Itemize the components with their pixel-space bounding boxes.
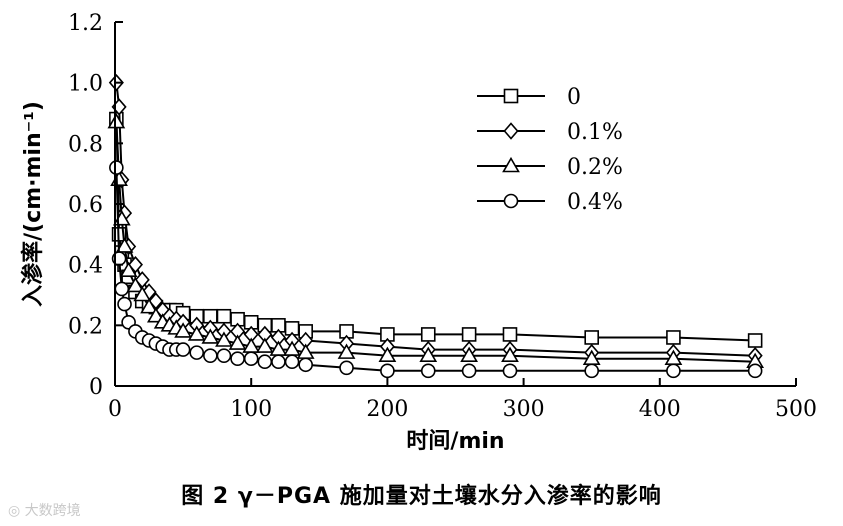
data-point [215,331,233,347]
data-point [284,354,300,370]
data-point [201,328,220,344]
data-point [420,363,436,379]
data-point [257,354,273,370]
legend-marker [503,122,519,140]
legend-marker [502,156,520,173]
data-point [461,363,477,379]
x-tick-label: 500 [775,397,817,422]
data-point [146,307,165,323]
legend-entry: 0 [477,85,581,110]
data-point [298,357,313,373]
data-point [502,363,518,379]
data-point [380,363,395,379]
legend-label: 0.4% [567,190,623,215]
x-tick-label: 400 [639,397,681,422]
data-point [420,327,436,342]
data-point [203,348,218,363]
data-point [133,285,152,302]
legend-marker [503,88,519,104]
axes: 0 0.2 0.4 0.6 0.8 1.0 1.2 0 100 200 300 400 500 时间/mi… [20,11,817,454]
data-point [107,112,126,129]
data-point [115,237,134,253]
y-tick-label: 0.6 [68,193,103,218]
y-tick-label: 0.4 [68,254,103,279]
data-point [126,276,145,293]
x-axis-title: 时间/min [406,429,504,454]
data-point [187,325,206,341]
data-point [502,327,518,342]
legend-entry: 0.2% [477,155,623,180]
figure-caption: 图 2 γ－PGA 施加量对土壤水分入渗率的影响 [181,484,662,509]
data-point [243,351,259,367]
data-point [228,334,247,350]
y-tick-label: 0.2 [68,314,103,339]
x-tick-label: 300 [503,397,545,422]
data-point [117,296,132,312]
series-1 [109,111,763,348]
legend-entry: 0.1% [477,120,623,145]
data-point [378,346,397,362]
data-point [419,346,438,362]
data-point [230,351,245,367]
data-point [174,322,192,338]
series-4 [109,160,763,379]
data-point [216,308,232,324]
legend-label: 0 [567,85,581,110]
legend-entry: 0.4% [477,190,623,215]
x-tick-label: 200 [366,397,408,422]
data-point [460,346,479,362]
legend-label: 0.1% [567,120,623,145]
data-point [339,360,354,376]
data-point [584,330,600,345]
data-point [189,345,205,360]
y-tick-label: 1.0 [68,72,103,97]
data-point [255,337,274,353]
data-point [271,354,286,370]
y-axis-title: 入渗率/(cm·min⁻¹) [20,101,46,307]
data-point [501,346,519,362]
plot-area [107,73,765,379]
data-point [114,281,130,297]
series-line [115,119,756,342]
data-point [109,160,124,175]
data-point [666,363,681,379]
watermark: ◎ 大数跨境 [8,500,81,520]
x-tick-label: 0 [108,397,122,422]
watermark-logo-icon: ◎ [8,503,25,519]
data-point [747,363,763,379]
legend-label: 0.2% [567,155,623,180]
data-point [119,261,138,278]
x-tick-label: 100 [230,397,272,422]
data-point [584,363,600,379]
y-tick-label: 0 [89,375,103,400]
watermark-text: 大数跨境 [24,503,81,519]
data-point [337,343,356,359]
data-point [747,333,763,348]
series-3 [107,112,765,369]
data-point [140,298,158,314]
legend: 0 0.1% 0.2% 0.4% [477,85,623,215]
legend-marker [503,193,519,209]
data-point [461,327,477,342]
data-point [216,348,232,363]
y-tick-label: 1.2 [68,11,103,36]
data-point [666,330,681,345]
data-point [175,342,191,357]
y-tick-label: 0.8 [68,132,103,157]
